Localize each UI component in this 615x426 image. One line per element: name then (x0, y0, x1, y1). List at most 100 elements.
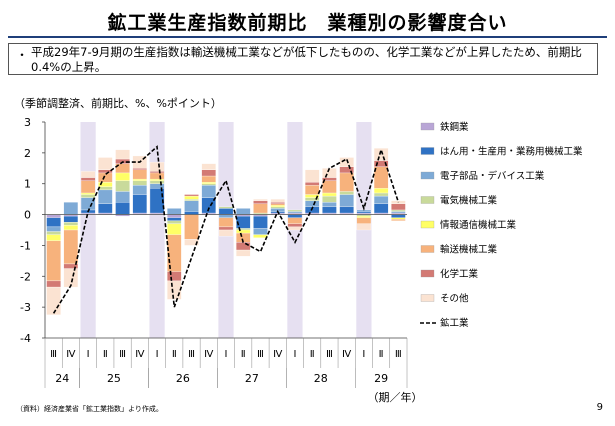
bar-segment (80, 194, 96, 198)
bar-segment (201, 183, 216, 186)
legend-label: その他 (440, 293, 469, 305)
bar-segment (373, 203, 389, 214)
x-tick-label: Ⅱ (172, 349, 177, 360)
bar-segment (167, 208, 182, 215)
bar-segment (391, 219, 406, 221)
x-tick-label: Ⅳ (135, 349, 145, 360)
y-tick-label: 3 (24, 116, 31, 129)
bar-segment (184, 195, 199, 200)
x-tick-label: Ⅲ (257, 349, 264, 360)
bar-segment (304, 169, 320, 183)
bar-segment (184, 198, 199, 201)
bar-segment (253, 215, 268, 229)
bar-segment (218, 217, 234, 228)
bar-segment (149, 172, 165, 180)
bar-segment (218, 214, 234, 218)
bar-segment (184, 200, 199, 212)
bar-segment (132, 169, 148, 180)
bar-segment (46, 240, 61, 282)
bar-segment (218, 229, 234, 237)
y-tick-label: 1 (24, 178, 31, 191)
bar-segment (236, 208, 251, 215)
bar-segment (167, 220, 182, 224)
q1-shade-band (80, 122, 96, 338)
bar-segment (356, 223, 372, 231)
bar-segment (167, 214, 182, 218)
bar-segment (132, 180, 148, 186)
bar-segment (98, 157, 113, 170)
y-tick-label: 2 (24, 147, 31, 160)
y-axis-group: -4 -3 -2 -1 0 1 2 3 (20, 116, 46, 345)
bar-segment (253, 234, 268, 238)
bar-segment (115, 191, 130, 203)
bar-segment (339, 194, 354, 208)
bar-segment (287, 214, 303, 218)
bar-segment (167, 280, 182, 300)
bar-segment (80, 180, 96, 194)
bar-segment (373, 166, 389, 189)
bar-segment (304, 200, 320, 208)
bullet-marker: ・ (16, 48, 29, 62)
x-tick-label: Ⅱ (310, 349, 315, 360)
bar-segment (132, 194, 148, 214)
bar-segment (201, 163, 216, 170)
bar-segment (391, 211, 406, 214)
x-tick-label: Ⅲ (119, 349, 126, 360)
bar-segment (184, 214, 199, 240)
bar-segment (132, 168, 148, 170)
legend-swatch (420, 294, 435, 302)
bar-segment (287, 217, 303, 224)
bar-segment (373, 148, 389, 161)
legend-label: 電気機械工業 (440, 195, 498, 207)
bar-segment (46, 214, 61, 218)
bar-segment (322, 180, 337, 194)
x-tick-label: Ⅳ (204, 349, 214, 360)
bar-segment (236, 242, 251, 251)
bar-segment (253, 228, 268, 235)
x-tick-label: Ⅲ (395, 349, 402, 360)
bar-segment (184, 239, 199, 246)
year-label: 28 (314, 372, 328, 385)
bar-segment (46, 226, 61, 232)
bar-segment (167, 271, 182, 282)
bar-segment (322, 192, 337, 197)
x-tick-label: Ⅰ (87, 349, 90, 360)
x-tick-label: Ⅲ (326, 349, 333, 360)
legend-label: はん用・生産用・業務用機械工業 (440, 146, 583, 158)
legend-label: 情報通信機械工業 (440, 219, 517, 231)
x-tick-label: Ⅰ (362, 349, 365, 360)
bar-segment (63, 225, 79, 231)
bar-segment (132, 185, 148, 195)
x-tick-label: Ⅰ (156, 349, 159, 360)
bar-segment (339, 191, 354, 195)
summary-box: ・ 平成29年7-9月期の生産指数は輸送機械工業などが低下したものの、化学工業な… (8, 43, 598, 75)
bar-segment (115, 180, 130, 192)
year-label: 27 (245, 372, 259, 385)
bars-group (46, 148, 406, 316)
bar-segment (270, 206, 285, 209)
bar-segment (287, 209, 303, 212)
bar-segment (132, 178, 148, 181)
bar-segment (236, 228, 251, 231)
bar-segment (201, 175, 216, 183)
page-number: 9 (596, 402, 603, 413)
y-tick-label: -4 (20, 332, 31, 345)
legend-swatch (420, 171, 435, 180)
legend-label: 鉱工業 (440, 317, 469, 329)
bar-segment (253, 203, 268, 214)
bar-segment (322, 195, 337, 203)
bar-segment (149, 178, 165, 181)
bar-segment (46, 286, 61, 316)
bar-segment (46, 231, 61, 235)
bar-segment (270, 205, 285, 208)
source-note: （資料）経済産業省「鉱工業指数」より作成。 (16, 405, 163, 413)
year-label: 24 (55, 372, 69, 385)
bar-segment (270, 198, 285, 203)
legend-swatch (420, 122, 435, 131)
year-label: 26 (176, 372, 190, 385)
x-tick-label: Ⅲ (50, 349, 57, 360)
bar-segment (236, 249, 251, 257)
bar-segment (391, 214, 406, 218)
bar-segment (63, 215, 79, 223)
